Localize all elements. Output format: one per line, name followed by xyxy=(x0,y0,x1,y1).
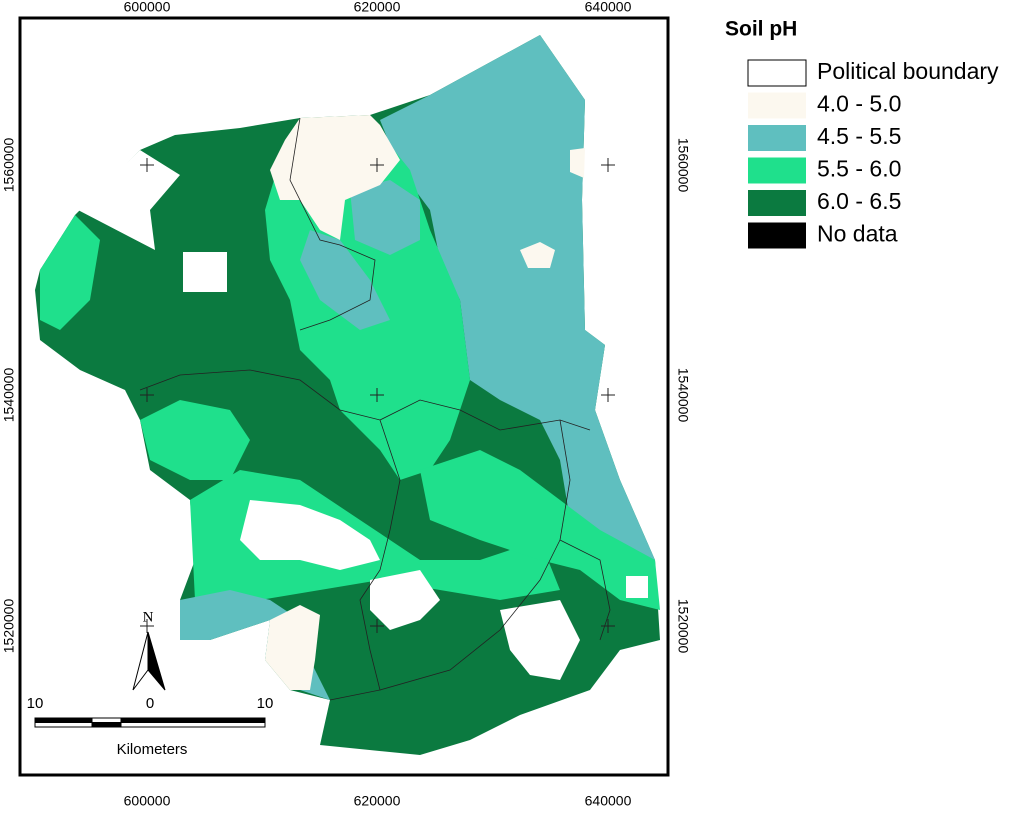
legend-label: Political boundary xyxy=(817,58,999,84)
legend-label: No data xyxy=(817,221,898,247)
legend-swatch xyxy=(748,92,806,119)
political-boundaries xyxy=(139,117,611,701)
legend-label: 4.0 - 5.0 xyxy=(817,91,901,117)
grid-crosses xyxy=(140,158,615,633)
scale-bar-segment xyxy=(120,717,151,723)
soil-zone xyxy=(380,35,655,600)
soil-zone xyxy=(265,605,320,690)
x-coord-label: 620000 xyxy=(354,793,401,809)
soil-zone xyxy=(570,148,585,178)
soil-zone xyxy=(520,242,555,268)
x-coord-label: 600000 xyxy=(124,793,171,809)
soil-zone xyxy=(240,500,380,570)
legend-label: 6.0 - 6.5 xyxy=(817,188,901,214)
legend-label: 4.5 - 5.5 xyxy=(817,123,901,149)
y-coord-label: 1520000 xyxy=(1,599,17,654)
y-coord-label: 1560000 xyxy=(675,138,691,193)
scale-label: 0 xyxy=(146,695,154,712)
y-coord-label: 1560000 xyxy=(1,138,17,193)
x-coord-label: 600000 xyxy=(124,0,171,15)
soil-zone xyxy=(183,252,227,292)
x-coord-label: 640000 xyxy=(585,0,632,15)
scale-label: 10 xyxy=(27,695,44,712)
scale-bar-segment xyxy=(34,717,93,723)
y-coord-label: 1540000 xyxy=(1,368,17,423)
grid-cross xyxy=(140,158,615,633)
scale-label: 10 xyxy=(257,695,274,712)
legend: Political boundary 4.0 - 5.0 4.5 - 5.5 5.5 … xyxy=(747,58,999,249)
north-label: N xyxy=(143,609,154,625)
scale-unit: Kilometers xyxy=(117,741,188,758)
legend-swatch xyxy=(748,125,806,151)
y-coord-label: 1520000 xyxy=(675,599,691,654)
boundary-line xyxy=(379,539,561,691)
legend-swatch xyxy=(748,222,806,249)
scale-bar-segment xyxy=(91,722,122,728)
legend-swatch xyxy=(747,59,807,87)
soil-zone xyxy=(78,150,180,250)
soil-zone xyxy=(350,180,420,255)
north-arrow-right xyxy=(147,631,166,691)
soil-zone xyxy=(500,600,580,680)
y-coord-label: 1540000 xyxy=(675,368,691,423)
soil-zone xyxy=(140,400,250,480)
soil-zone xyxy=(300,230,390,330)
soil-zone xyxy=(370,570,440,630)
legend-title: Soil pH xyxy=(725,18,797,41)
scale-bar xyxy=(34,717,266,728)
soil-zone xyxy=(270,115,400,240)
legend-swatch xyxy=(748,190,806,216)
legend-swatch xyxy=(748,157,806,184)
soil-zone xyxy=(190,470,560,600)
soil-zone xyxy=(420,450,660,610)
boundary-line xyxy=(289,117,376,331)
soil-zone xyxy=(40,215,100,330)
x-coord-label: 640000 xyxy=(585,793,632,809)
boundary-line xyxy=(329,419,401,701)
legend-label: 5.5 - 6.0 xyxy=(817,156,901,182)
soil-zone xyxy=(626,576,648,598)
scale-bar-segment xyxy=(149,717,266,723)
x-coord-label: 620000 xyxy=(354,0,401,15)
soil-map xyxy=(35,35,660,755)
boundary-line xyxy=(559,419,611,641)
